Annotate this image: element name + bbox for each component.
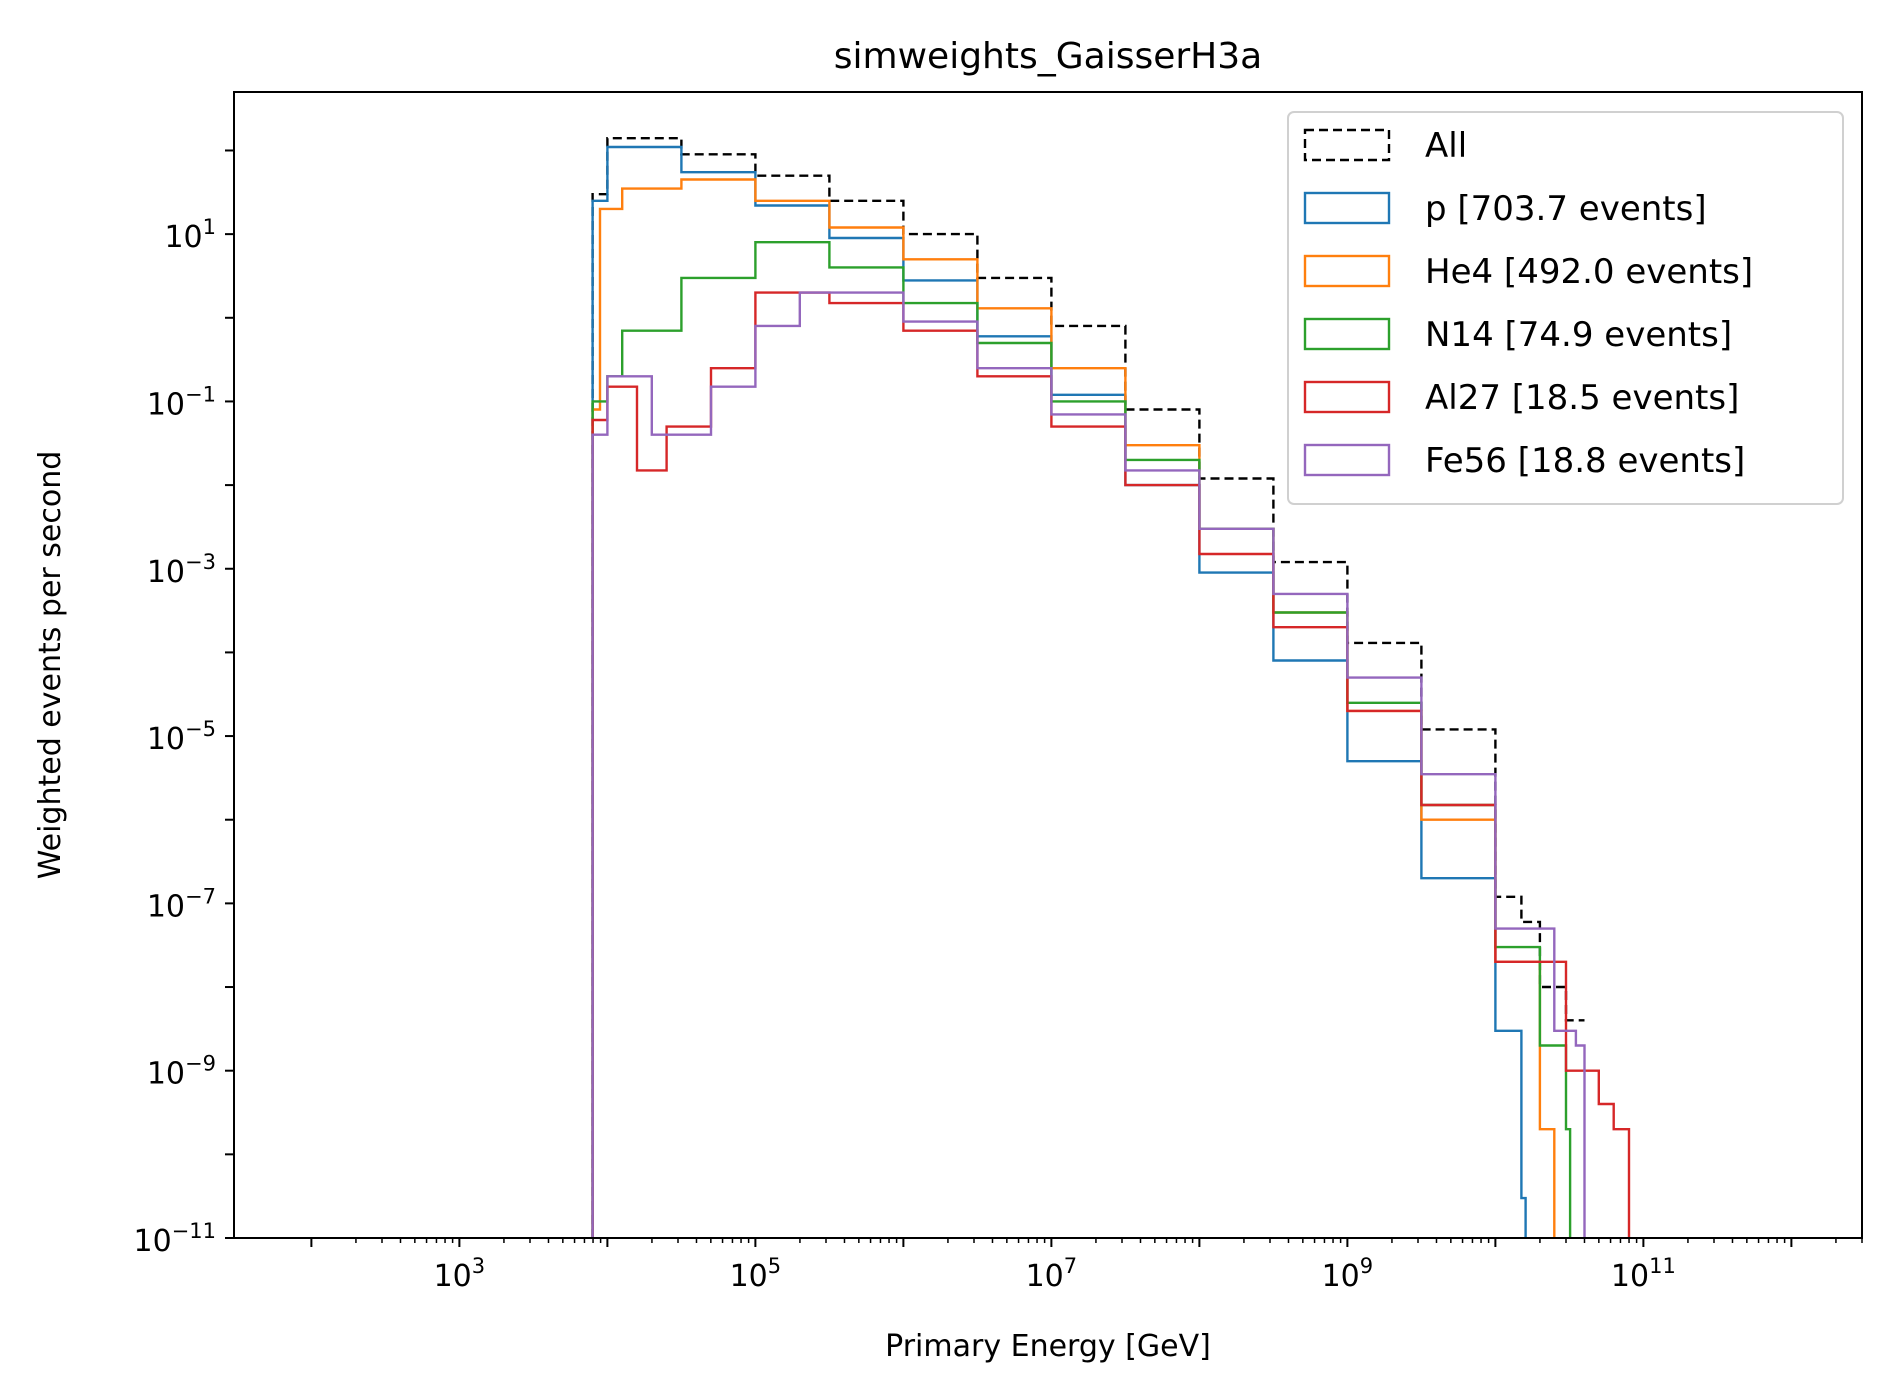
series-5-line [591,291,1586,1238]
series-3-line [591,241,1572,1238]
y-tick-label-4: 10−7 [147,884,216,924]
legend-swatch-5 [1303,443,1391,477]
y-axis-label: Weighted events per second [33,451,68,880]
x-tick-label-3: 109 [1322,1254,1374,1294]
y-tick-label-2: 10−3 [147,550,216,590]
series-layer [591,137,1631,1238]
y-tick-label-6: 10−11 [133,1219,216,1259]
x-tick-label-1: 105 [730,1254,782,1294]
series-2-line [591,178,1556,1238]
legend-swatch-2 [1303,254,1391,288]
tick-layer: 103 105 107 109 1011 101 10−1 10−3 10−5 10−7 10−9 1… [133,149,1863,1294]
x-tick-label-0: 103 [434,1254,486,1294]
y-tick-label-3: 10−5 [147,717,216,757]
x-axis-label: Primary Energy [GeV] [885,1329,1211,1364]
y-tick-label-0: 101 [164,215,216,255]
y-tick-label-1: 10−1 [147,382,216,422]
legend-swatch-4 [1303,380,1391,414]
legend-label-0: All [1425,126,1467,166]
legend: All p [703.7 events] He4 [492.0 events] N14… [1287,111,1844,505]
chart-title: simweights_GaisserH3a [834,36,1262,77]
plot-frame [233,91,1863,1239]
legend-label-2: He4 [492.0 events] [1425,252,1753,292]
legend-swatch-3 [1303,317,1391,351]
legend-label-5: Fe56 [18.8 events] [1425,441,1745,481]
x-tick-label-4: 1011 [1611,1254,1676,1294]
series-4-line [591,291,1631,1238]
y-tick-label-5: 10−9 [147,1052,216,1092]
x-tick-label-2: 107 [1026,1254,1078,1294]
legend-frame [1287,111,1844,505]
legend-swatch-0 [1303,128,1391,162]
legend-label-3: N14 [74.9 events] [1425,315,1732,355]
series-1-line [591,145,1527,1238]
legend-items: All p [703.7 events] He4 [492.0 events] N14… [1303,126,1753,481]
legend-swatch-1 [1303,191,1391,225]
legend-label-4: Al27 [18.5 events] [1425,378,1739,418]
legend-label-1: p [703.7 events] [1425,189,1707,229]
series-0-line [591,137,1585,1238]
